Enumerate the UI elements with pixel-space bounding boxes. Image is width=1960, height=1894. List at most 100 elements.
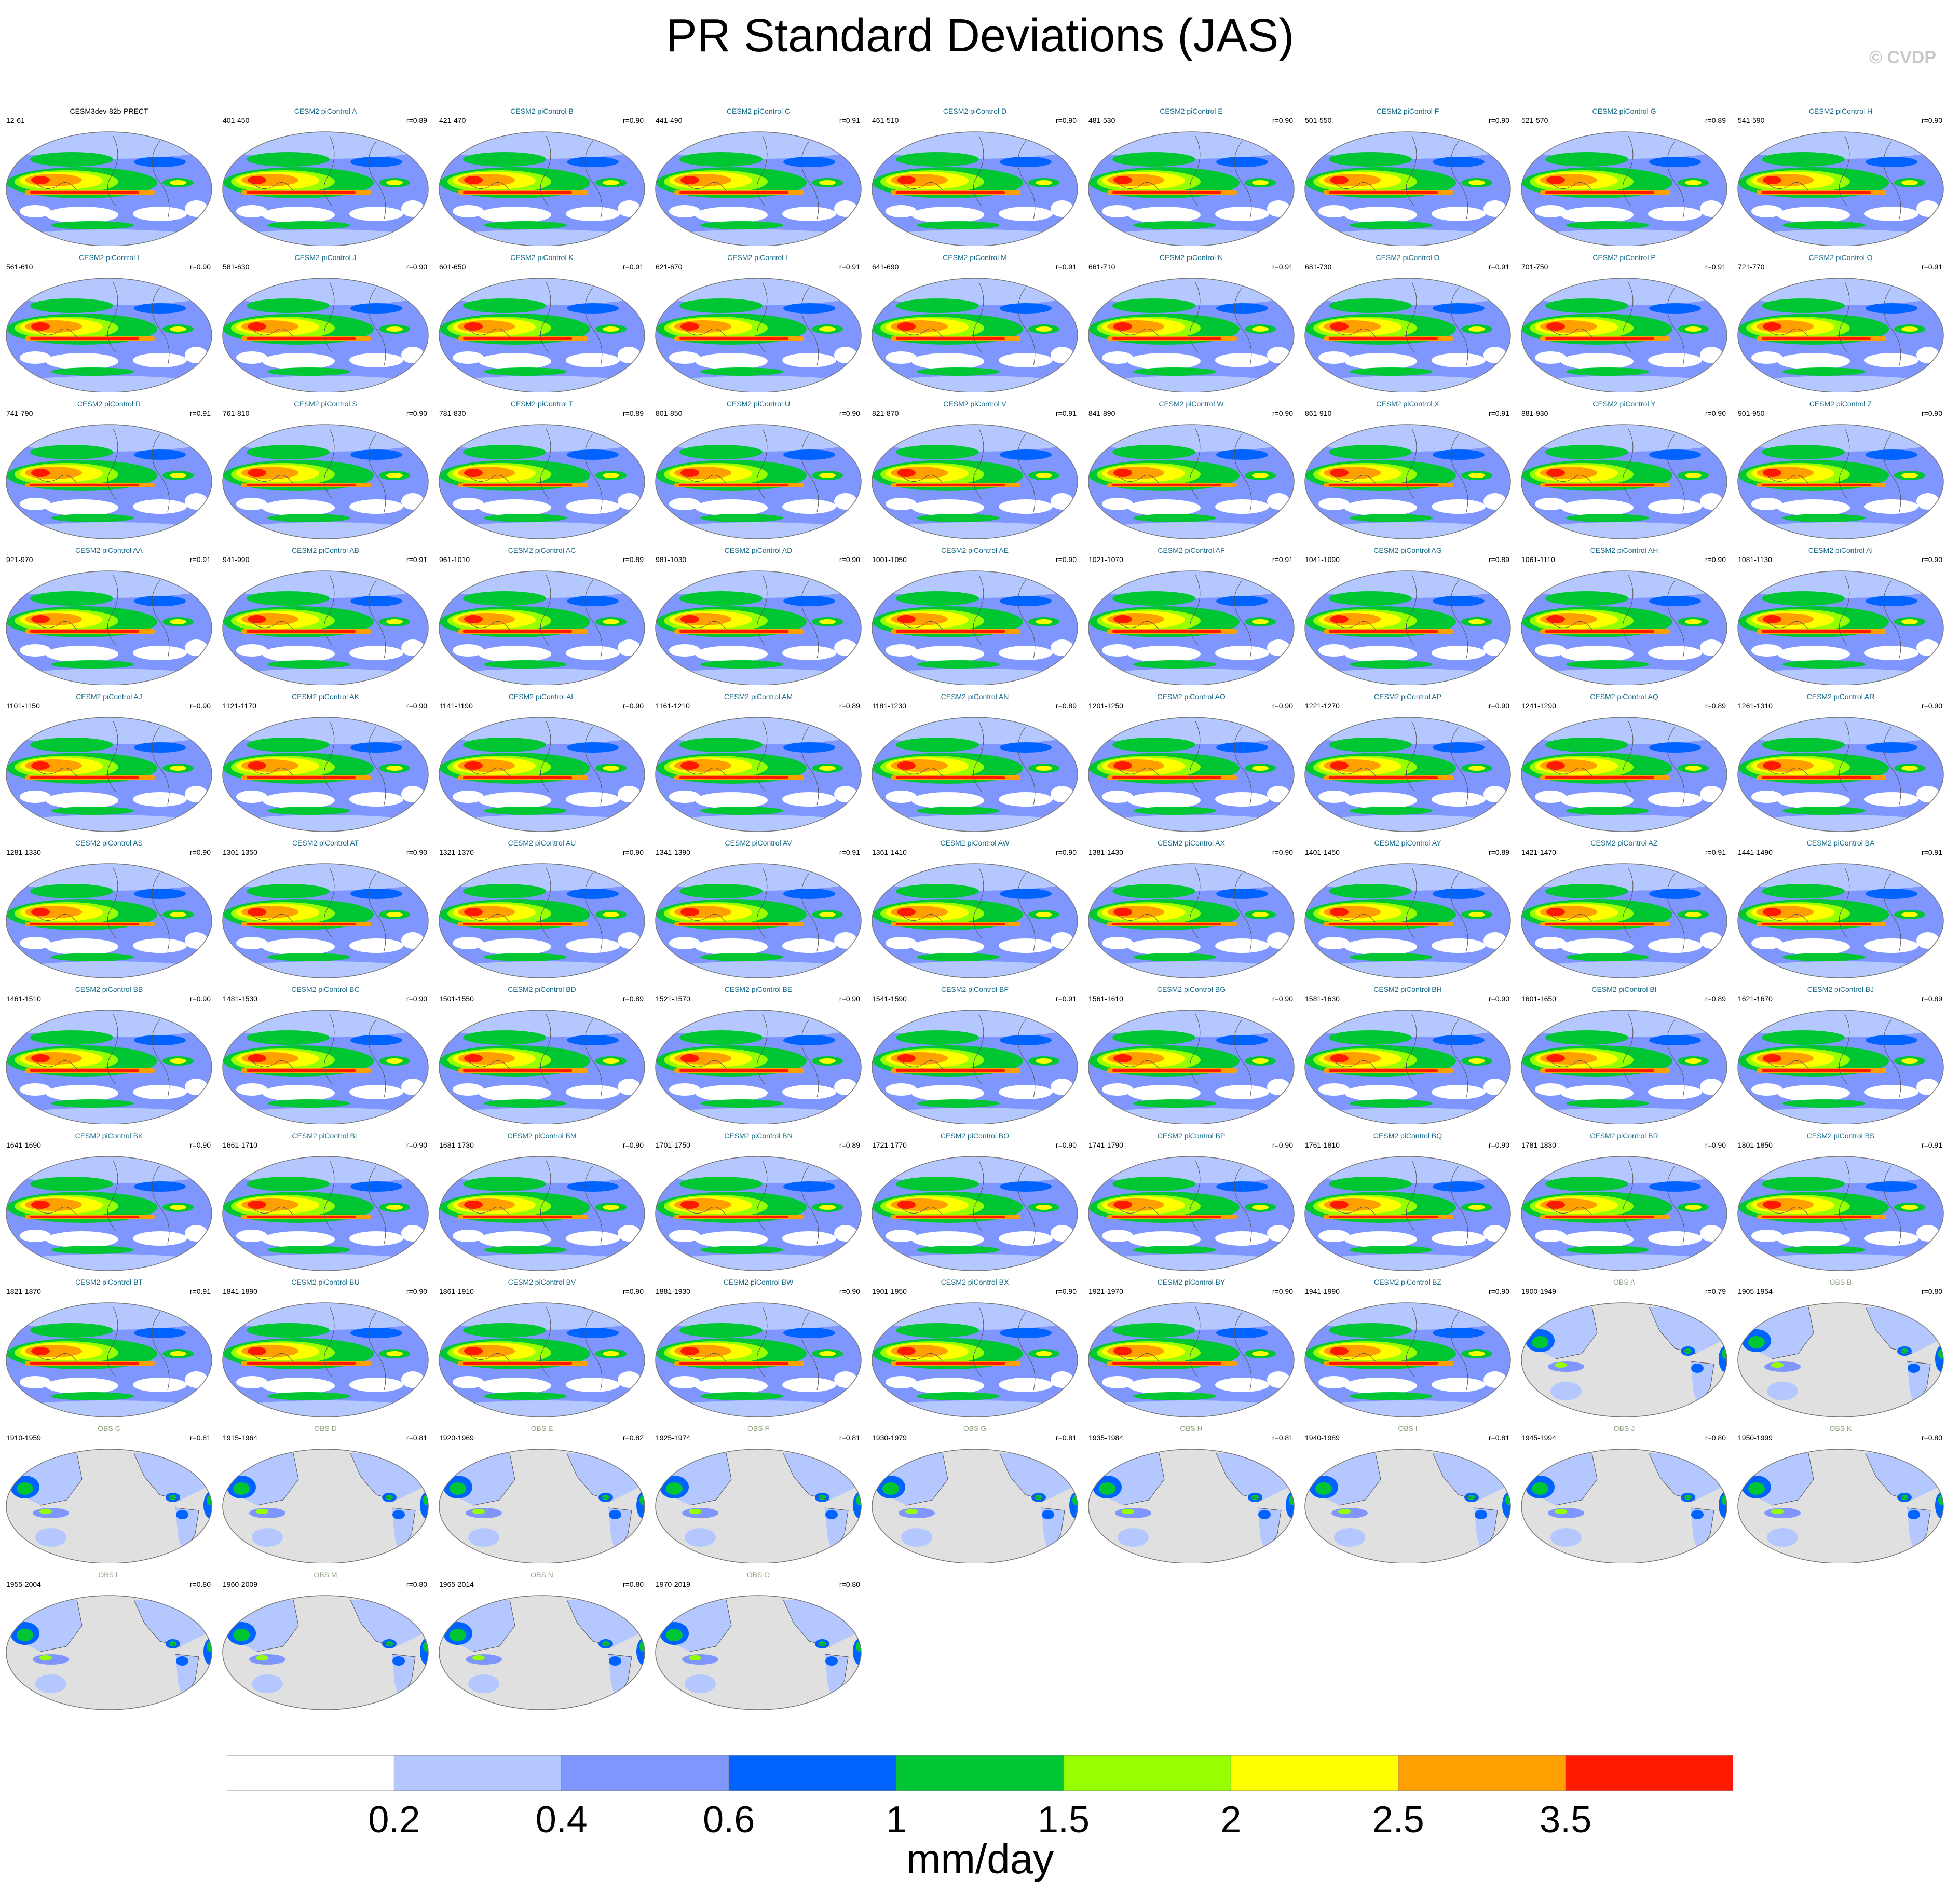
panel-years: 1681-1730 <box>439 1141 474 1149</box>
panel-title: OBS L <box>98 1571 120 1579</box>
map-panel: OBS K 1950-1999 r=0.80 <box>1736 1422 1945 1563</box>
precip-field <box>1088 1156 1294 1271</box>
map-panel: CESM2 piControl R 741-790 r=0.91 <box>4 398 214 539</box>
map-panel: CESM2 piControl T 781-830 r=0.89 <box>437 398 647 539</box>
panel-correlation: r=0.80 <box>1921 1434 1942 1442</box>
panel-correlation: r=0.90 <box>1705 409 1726 417</box>
precip-field <box>1521 132 1727 246</box>
panel-years: 1965-2014 <box>439 1580 474 1588</box>
page-title: PR Standard Deviations (JAS) <box>665 10 1295 62</box>
panel-correlation: r=0.91 <box>1921 848 1942 856</box>
precip-field <box>872 1010 1078 1124</box>
panel-years: 1701-1750 <box>656 1141 690 1149</box>
panel-correlation: r=0.89 <box>839 1141 860 1149</box>
colorbar-swatch <box>896 1755 1064 1791</box>
panel-correlation: r=0.90 <box>406 1141 427 1149</box>
panel-correlation: r=0.90 <box>189 263 211 271</box>
panel-correlation: r=0.89 <box>839 702 860 710</box>
panel-title: CESM2 piControl BV <box>508 1278 576 1286</box>
map-panel: CESM2 piControl BU 1841-1890 r=0.90 <box>221 1276 430 1417</box>
precip-field <box>1088 1449 1294 1563</box>
panel-years: 1461-1510 <box>6 994 41 1003</box>
panel-correlation: r=0.82 <box>622 1434 644 1442</box>
world-map <box>1304 570 1511 685</box>
panel-title: CESM2 piControl AS <box>75 839 143 847</box>
panel-correlation: r=0.90 <box>1921 702 1942 710</box>
panel-correlation: r=0.89 <box>622 994 644 1003</box>
world-map <box>439 278 645 392</box>
panel-years: 901-950 <box>1738 409 1765 417</box>
map-panel: CESM2 piControl AB 941-990 r=0.91 <box>221 544 430 685</box>
panel-title: CESM2 piControl Z <box>1809 400 1872 408</box>
precip-field <box>1738 425 1943 539</box>
panel-title: CESM2 piControl AQ <box>1590 692 1658 701</box>
world-map <box>1304 424 1511 539</box>
map-panel: OBS L 1955-2004 r=0.80 <box>4 1569 214 1710</box>
panel-title: CESM2 piControl AB <box>292 546 359 554</box>
precip-field <box>439 717 645 832</box>
panel-years: 1950-1999 <box>1738 1434 1773 1442</box>
panel-years: 1441-1490 <box>1738 848 1773 856</box>
colorbar-swatch <box>1230 1755 1399 1791</box>
panel-title: CESM2 piControl BU <box>291 1278 360 1286</box>
map-panel: CESM2 piControl AA 921-970 r=0.91 <box>4 544 214 685</box>
panel-correlation: r=0.90 <box>1055 848 1077 856</box>
world-map <box>1737 424 1944 539</box>
panel-correlation: r=0.91 <box>1272 555 1293 564</box>
panel-correlation: r=0.90 <box>189 994 211 1003</box>
precip-field <box>1305 1156 1510 1271</box>
map-panel: CESM2 piControl Z 901-950 r=0.90 <box>1736 398 1945 539</box>
panel-years: 1001-1050 <box>872 555 907 564</box>
panel-correlation: r=0.90 <box>1272 116 1293 125</box>
world-map <box>1304 1010 1511 1124</box>
panel-years: 721-770 <box>1738 263 1765 271</box>
panel-correlation: r=0.80 <box>1921 1287 1942 1296</box>
colorbar-tick-label: 1.5 <box>1038 1799 1090 1837</box>
precip-field <box>6 132 212 246</box>
world-map <box>1521 863 1727 978</box>
panel-title: CESM2 piControl AK <box>292 692 359 701</box>
precip-field <box>1305 571 1510 685</box>
panel-title: OBS J <box>1613 1424 1635 1433</box>
map-panel: CESM2 piControl BO 1721-1770 r=0.90 <box>870 1129 1080 1271</box>
panel-correlation: r=0.81 <box>1272 1434 1293 1442</box>
panel-title: CESM2 piControl BQ <box>1373 1132 1442 1140</box>
map-panel: CESM2 piControl BR 1781-1830 r=0.90 <box>1519 1129 1729 1271</box>
panel-title: CESM2 piControl AA <box>75 546 143 554</box>
panel-years: 1161-1210 <box>656 702 690 710</box>
map-panel: CESM2 piControl BJ 1621-1670 r=0.89 <box>1736 983 1945 1124</box>
precip-field <box>1305 1303 1510 1417</box>
precip-field <box>439 425 645 539</box>
panel-years: 481-530 <box>1088 116 1115 125</box>
panel-title: CESM2 piControl AC <box>508 546 576 554</box>
precip-field <box>872 425 1078 539</box>
world-map <box>222 717 429 832</box>
panel-title: CESM2 piControl Q <box>1808 253 1873 262</box>
panel-correlation: r=0.79 <box>1705 1287 1726 1296</box>
panel-title: CESM2 piControl AO <box>1157 692 1226 701</box>
panel-correlation: r=0.90 <box>1272 994 1293 1003</box>
map-panel: CESM2 piControl BY 1921-1970 r=0.90 <box>1086 1276 1296 1417</box>
world-map <box>1088 863 1295 978</box>
world-map <box>6 278 212 392</box>
map-panel: CESM2 piControl BT 1821-1870 r=0.91 <box>4 1276 214 1417</box>
panel-years: 1621-1670 <box>1738 994 1773 1003</box>
panel-years: 541-590 <box>1738 116 1765 125</box>
precip-field <box>1738 278 1943 392</box>
map-panel: CESM2 piControl P 701-750 r=0.91 <box>1519 251 1729 392</box>
panel-correlation: r=0.90 <box>1055 1287 1077 1296</box>
colorbar-tick-label: 1 <box>886 1799 907 1837</box>
colorbar-tick-label: 2.5 <box>1372 1799 1424 1837</box>
world-map <box>1521 424 1727 539</box>
panel-title: CESM2 piControl K <box>510 253 574 262</box>
panel-correlation: r=0.90 <box>406 848 427 856</box>
precip-field <box>872 132 1078 246</box>
world-map <box>1737 1156 1944 1271</box>
panel-correlation: r=0.90 <box>1055 116 1077 125</box>
colorbar-tick-label: 2 <box>1220 1799 1241 1837</box>
map-panel: CESM2 piControl AW 1361-1410 r=0.90 <box>870 837 1080 978</box>
world-map <box>1304 1156 1511 1271</box>
world-map <box>6 863 212 978</box>
world-map <box>872 1010 1078 1124</box>
panel-correlation: r=0.90 <box>1921 409 1942 417</box>
